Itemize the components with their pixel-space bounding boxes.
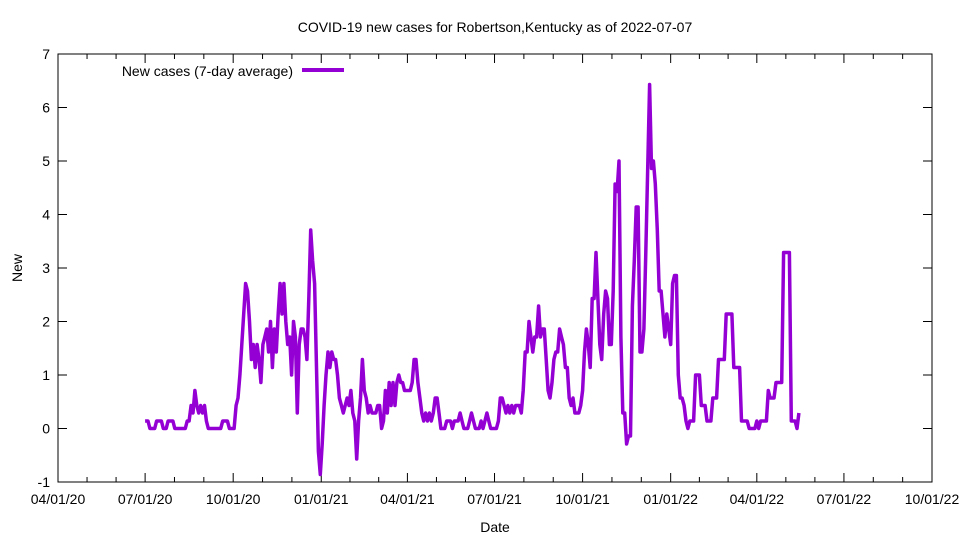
x-tick-label: 07/01/22: [817, 491, 872, 507]
legend-label: New cases (7-day average): [122, 63, 293, 79]
y-tick-label: 5: [42, 153, 50, 169]
x-tick-label: 01/01/21: [294, 491, 349, 507]
y-tick-label: 4: [42, 207, 50, 223]
y-axis-label: New: [9, 253, 25, 282]
y-tick-label: 6: [42, 100, 50, 116]
x-tick-label: 01/01/22: [643, 491, 698, 507]
y-tick-label: -1: [38, 474, 51, 490]
series-line-new-cases: [145, 82, 801, 477]
y-tick-label: 3: [42, 260, 50, 276]
x-axis-label: Date: [480, 519, 510, 535]
x-tick-label: 10/01/21: [555, 491, 610, 507]
x-tick-label: 07/01/20: [118, 491, 173, 507]
y-tick-label: 0: [42, 421, 50, 437]
x-axis: 04/01/20 07/01/20 10/01/20 01/01/21 04/01/21…: [31, 54, 960, 507]
chart-title: COVID-19 new cases for Robertson,Kentuck…: [298, 19, 693, 35]
x-tick-label: 10/01/22: [905, 491, 960, 507]
x-tick-label: 04/01/22: [730, 491, 785, 507]
x-tick-label: 04/01/21: [380, 491, 435, 507]
x-tick-label: 07/01/21: [467, 491, 522, 507]
x-tick-label: 10/01/20: [206, 491, 261, 507]
y-tick-label: 1: [42, 367, 50, 383]
y-axis: -1 0 1 2 3 4 5 6 7: [38, 46, 932, 490]
y-tick-label: 7: [42, 46, 50, 62]
y-tick-label: 2: [42, 314, 50, 330]
series-layer: [145, 82, 801, 477]
x-tick-label: 04/01/20: [31, 491, 86, 507]
legend: New cases (7-day average): [122, 63, 344, 79]
